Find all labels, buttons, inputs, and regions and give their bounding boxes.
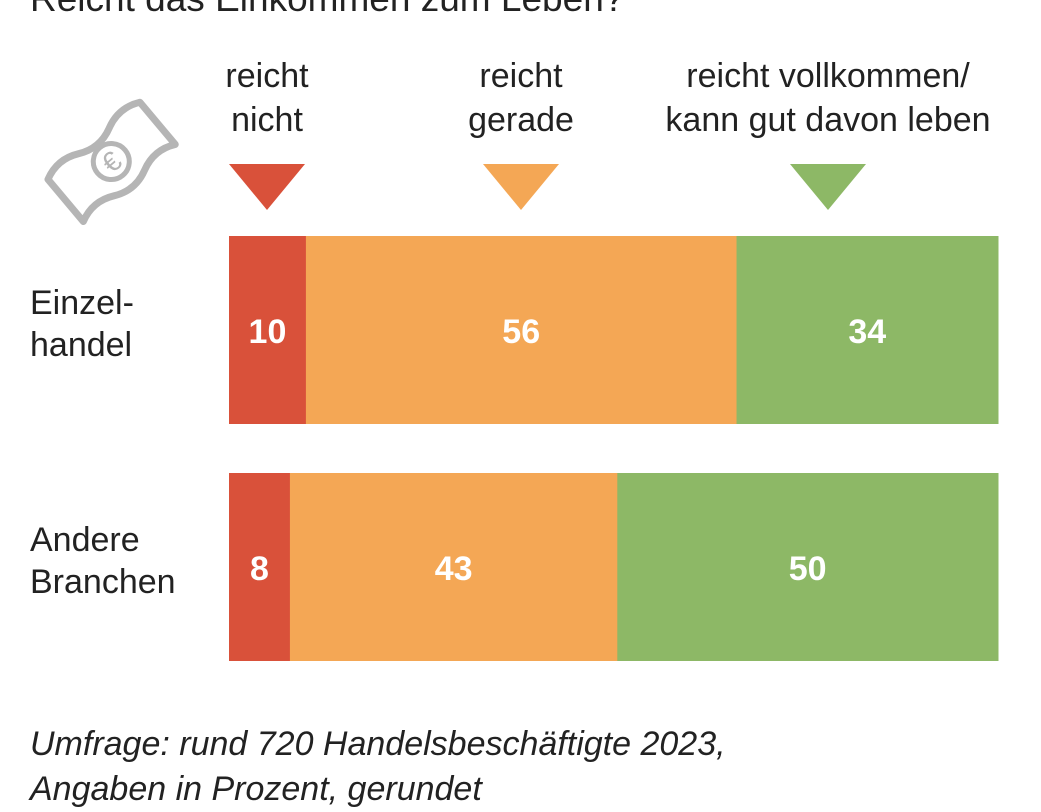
legend-label-line: kann gut davon leben <box>665 101 991 139</box>
data-label: 10 <box>249 313 287 351</box>
row-label-line: Branchen <box>30 563 176 601</box>
euro-banknote-icon: € <box>30 80 190 245</box>
data-label: 50 <box>789 550 827 588</box>
legend-reicht-nicht: reicht nicht <box>225 54 308 142</box>
bar-segment-2-3 <box>617 473 999 661</box>
legend-label-line: reicht <box>225 57 309 95</box>
legend-marker-orange <box>483 164 559 210</box>
row-label-einzelhandel: Einzel- handel <box>30 282 134 366</box>
legend-label-line: reicht vollkommen/ <box>686 57 970 95</box>
row-label-line: Einzel- <box>30 284 134 322</box>
data-label: 43 <box>435 550 473 588</box>
data-label: 8 <box>250 550 269 588</box>
legend-label-line: gerade <box>468 101 574 139</box>
legend-label-line: nicht <box>231 101 303 139</box>
source-note: Umfrage: rund 720 Handelsbeschäftigte 20… <box>30 722 726 812</box>
legend-marker-green <box>790 164 866 210</box>
legend-reicht-vollkommen: reicht vollkommen/ kann gut davon leben <box>665 54 990 142</box>
row-label-line: handel <box>30 326 133 364</box>
row-label-line: Andere <box>30 521 140 559</box>
note-line: Angaben in Prozent, gerundet <box>30 770 482 808</box>
bar-segment-1-2 <box>305 236 738 424</box>
data-label: 34 <box>848 313 886 351</box>
note-line: Umfrage: rund 720 Handelsbeschäftigte 20… <box>30 725 726 763</box>
legend-marker-red <box>229 164 305 210</box>
bar-segment-1-1 <box>229 236 307 424</box>
legend-reicht-gerade: reicht gerade <box>468 54 574 142</box>
stacked-bar-chart: 10 56 34 8 43 50 <box>229 236 999 661</box>
data-label: 56 <box>502 313 540 351</box>
bar-segment-2-1 <box>229 473 291 661</box>
bar-segment-1-3 <box>736 236 999 424</box>
row-label-andere-branchen: Andere Branchen <box>30 519 176 603</box>
legend-label-line: reicht <box>479 57 563 95</box>
chart-title: Reicht das Einkommen zum Leben? <box>30 0 624 20</box>
bar-segment-2-2 <box>289 473 618 661</box>
